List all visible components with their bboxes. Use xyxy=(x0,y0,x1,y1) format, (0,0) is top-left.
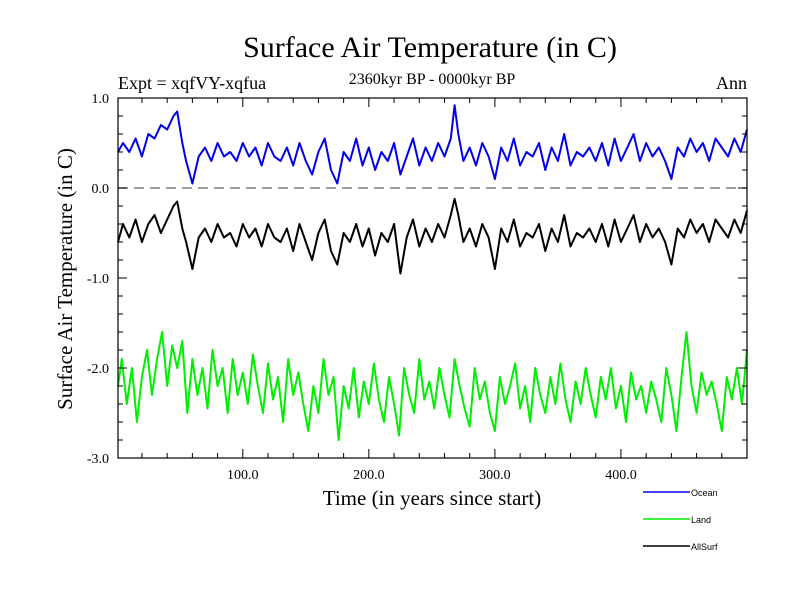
x-tick-label: 300.0 xyxy=(479,468,511,483)
y-tick-label: 0.0 xyxy=(92,182,110,197)
x-tick-label: 400.0 xyxy=(605,468,637,483)
season-label: Ann xyxy=(716,73,747,93)
legend-label-allsurf: AllSurf xyxy=(691,542,718,552)
series-line-land xyxy=(117,331,748,441)
y-axis-label: Surface Air Temperature (in C) xyxy=(53,148,77,410)
series-layer xyxy=(117,104,748,441)
chart-subtitle: 2360kyr BP - 0000kyr BP xyxy=(349,71,516,88)
legend-label-land: Land xyxy=(691,515,711,525)
series-line-ocean xyxy=(117,104,748,185)
x-tick-label: 200.0 xyxy=(353,468,385,483)
expt-label: Expt = xqfVY-xqfua xyxy=(118,73,266,93)
y-tick-label: -2.0 xyxy=(87,362,109,377)
chart-title: Surface Air Temperature (in C) xyxy=(243,31,617,64)
legend: Ocean Land AllSurf xyxy=(643,488,718,552)
axis-layer: 100.0 200.0 300.0 400.0 1.0 0.0 -1.0 -2.0 -3.0 xyxy=(87,92,748,483)
y-tick-label: -3.0 xyxy=(87,452,109,467)
x-tick-label: 100.0 xyxy=(227,468,259,483)
legend-label-ocean: Ocean xyxy=(691,488,718,498)
x-axis-label: Time (in years since start) xyxy=(323,486,542,510)
series-line-allsurf xyxy=(117,197,748,275)
y-tick-label: 1.0 xyxy=(92,92,110,107)
y-tick-label: -1.0 xyxy=(87,272,109,287)
